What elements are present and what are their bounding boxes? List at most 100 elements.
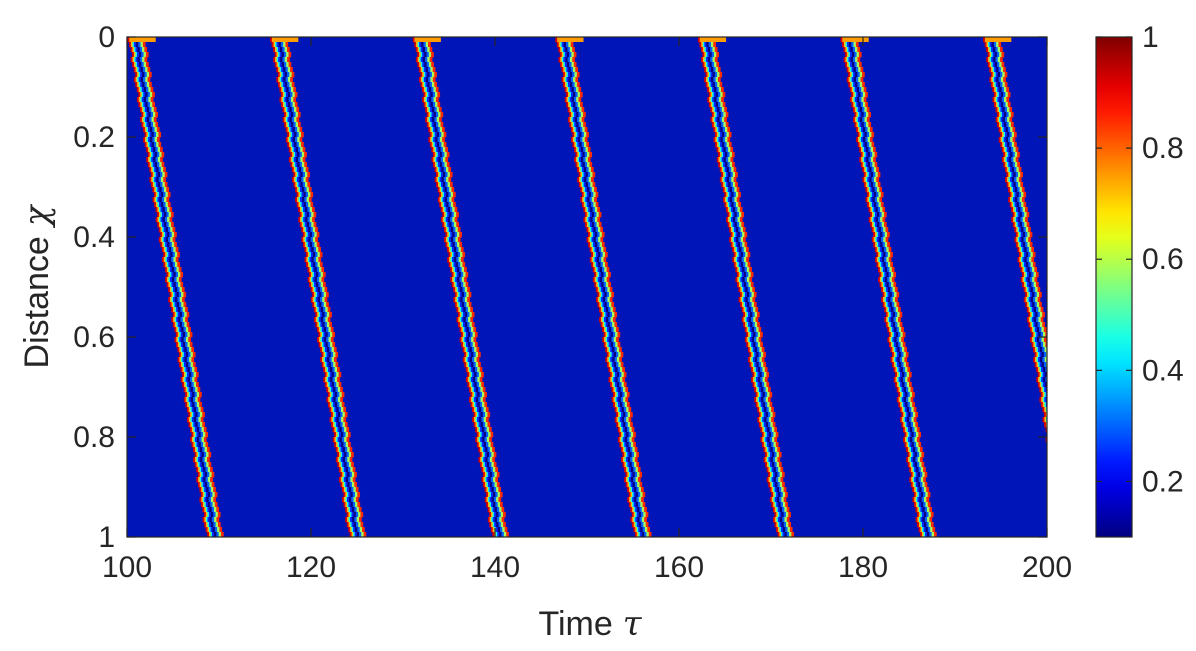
front-cell <box>166 222 170 228</box>
front-cell <box>609 297 613 303</box>
front-cell <box>638 532 642 537</box>
front-cell <box>218 532 222 537</box>
front-cell <box>773 482 776 488</box>
front-cell <box>416 42 419 48</box>
front-cell <box>498 512 502 518</box>
front-cell <box>474 342 478 348</box>
front-cell <box>477 402 481 408</box>
front-cell <box>315 262 318 268</box>
front-cell <box>301 222 305 228</box>
front-cell <box>484 467 488 473</box>
front-cell <box>749 302 753 308</box>
front-cell <box>467 322 470 328</box>
front-cell <box>572 122 576 128</box>
front-cell <box>166 262 170 268</box>
front-cell <box>468 337 472 343</box>
front-cell <box>638 487 642 493</box>
front-cell <box>1006 87 1009 93</box>
front-cell <box>625 387 629 393</box>
front-cell <box>609 287 613 293</box>
front-cell <box>887 277 890 283</box>
front-cell <box>713 137 717 143</box>
front-cell <box>725 162 728 168</box>
front-cell <box>739 247 742 253</box>
front-cell <box>741 257 745 263</box>
front-cell <box>604 277 608 283</box>
front-cell <box>646 532 650 537</box>
front-cell <box>451 212 455 218</box>
front-cell <box>162 237 165 243</box>
front-cell <box>307 262 311 268</box>
front-cell <box>611 377 615 383</box>
front-cell <box>712 102 715 108</box>
front-cell <box>296 172 300 178</box>
front-cell <box>771 432 774 438</box>
front-cell <box>483 467 487 473</box>
front-cell <box>463 307 467 313</box>
front-cell <box>199 462 203 468</box>
front-cell <box>770 467 773 473</box>
front-cell <box>898 377 902 383</box>
front-cell <box>335 457 339 463</box>
front-cell <box>881 222 885 228</box>
front-cell <box>306 262 309 268</box>
front-cell <box>322 272 326 278</box>
front-cell <box>296 187 300 193</box>
front-cell <box>873 177 877 183</box>
front-cell <box>572 82 576 88</box>
front-cell <box>176 327 179 333</box>
front-cell <box>890 252 893 258</box>
front-cell <box>361 532 364 537</box>
front-cell <box>618 362 622 368</box>
front-cell <box>927 517 930 523</box>
front-cell <box>431 62 434 68</box>
front-cell <box>320 327 324 333</box>
front-cell <box>876 187 880 193</box>
front-cell <box>717 67 721 73</box>
front-cell <box>900 367 904 373</box>
front-cell <box>872 197 876 203</box>
front-cell <box>481 467 485 473</box>
front-cell <box>466 352 469 358</box>
front-cell <box>888 342 892 348</box>
front-cell <box>576 107 580 113</box>
front-cell <box>768 442 772 448</box>
front-cell <box>154 167 157 173</box>
front-cell <box>326 347 330 353</box>
front-cell <box>331 357 335 363</box>
front-cell <box>165 257 169 263</box>
front-cell <box>911 447 914 453</box>
front-cell <box>890 262 893 268</box>
front-cell <box>158 177 162 183</box>
front-cell <box>196 467 199 473</box>
front-cell <box>346 512 350 518</box>
front-cell <box>741 292 745 298</box>
front-cell <box>297 112 301 118</box>
front-cell <box>210 502 213 508</box>
front-cell <box>864 162 867 168</box>
front-cell <box>337 412 341 418</box>
front-cell <box>303 177 307 183</box>
front-cell <box>998 92 1002 98</box>
front-cell <box>991 62 994 68</box>
front-cell <box>493 462 497 468</box>
front-cell <box>910 412 914 418</box>
front-cell <box>578 157 582 163</box>
front-cell <box>757 322 760 328</box>
front-cell <box>292 152 295 158</box>
front-cell <box>619 422 623 428</box>
front-cell <box>735 232 739 238</box>
front-cell <box>713 102 717 108</box>
front-cell <box>196 392 200 398</box>
front-cell <box>756 352 760 358</box>
front-cell <box>729 212 733 218</box>
front-cell <box>436 167 440 173</box>
front-cell <box>999 97 1003 103</box>
front-cell <box>760 352 764 358</box>
front-cell <box>184 357 188 363</box>
front-cell <box>296 192 300 198</box>
front-cell <box>572 127 576 133</box>
front-cell <box>754 382 758 388</box>
front-cell <box>1013 147 1017 153</box>
front-cell <box>163 232 167 238</box>
